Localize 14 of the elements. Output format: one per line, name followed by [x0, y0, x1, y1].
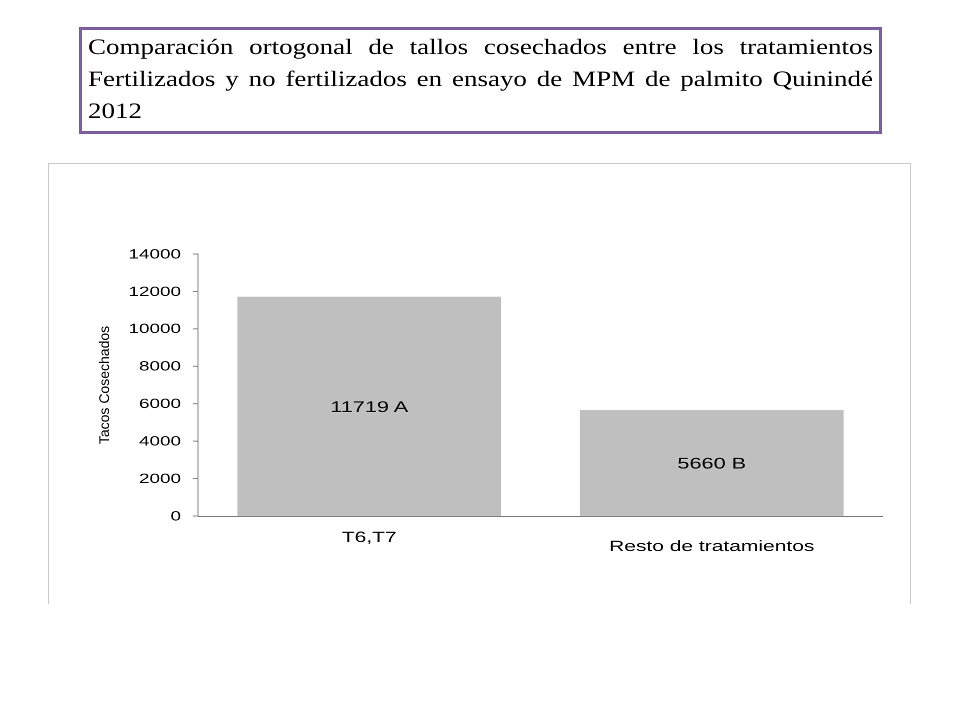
y-tick-label: 6000: [138, 396, 181, 412]
y-tick-label: 8000: [138, 359, 181, 374]
y-tick-label: 2000: [138, 471, 181, 486]
data-label: 11719 A: [330, 398, 409, 416]
chart-title: Comparación ortogonal de tallos cosechados entre los tratamientos Fertilizados y no fertilizados en ensayo de MPM de palmito Quinindé 2012: [88, 33, 874, 125]
y-tick-label: 14000: [128, 246, 181, 262]
data-label: 5660 B: [677, 454, 746, 472]
y-tick-label: 10000: [128, 322, 181, 336]
y-tick-label: 4000: [138, 434, 181, 449]
y-tick-label: 0: [170, 508, 181, 524]
y-tick-label: 12000: [128, 284, 181, 300]
x-tick-label: T6,T7: [342, 528, 397, 546]
x-tick-label: Resto de tratamientos: [609, 537, 814, 554]
y-axis-title: Tacos Cosechados: [96, 326, 112, 444]
